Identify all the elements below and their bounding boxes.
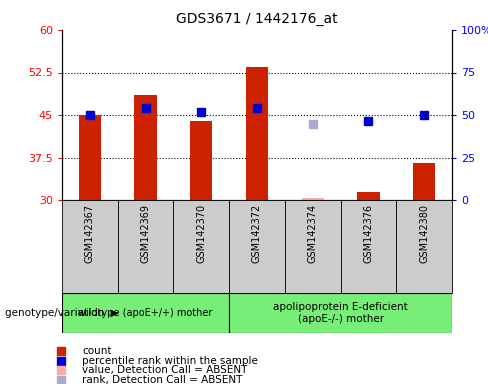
Bar: [396, 200, 452, 293]
Text: percentile rank within the sample: percentile rank within the sample: [82, 356, 258, 366]
Bar: [190, 121, 212, 200]
Text: genotype/variation  ▶: genotype/variation ▶: [5, 308, 119, 318]
Text: wildtype (apoE+/+) mother: wildtype (apoE+/+) mother: [79, 308, 213, 318]
Text: GSM142372: GSM142372: [252, 204, 262, 263]
Text: value, Detection Call = ABSENT: value, Detection Call = ABSENT: [82, 365, 248, 375]
Bar: [62, 200, 118, 293]
Bar: [285, 200, 341, 293]
Text: GSM142370: GSM142370: [196, 204, 206, 263]
Bar: [62, 293, 229, 333]
Text: GSM142376: GSM142376: [364, 204, 373, 263]
Bar: [118, 200, 173, 293]
Bar: [229, 293, 452, 333]
Bar: [302, 198, 324, 200]
Text: GSM142369: GSM142369: [141, 204, 151, 263]
Text: apolipoprotein E-deficient
(apoE-/-) mother: apolipoprotein E-deficient (apoE-/-) mot…: [273, 302, 408, 324]
Text: rank, Detection Call = ABSENT: rank, Detection Call = ABSENT: [82, 375, 243, 384]
Text: count: count: [82, 346, 112, 356]
Bar: [173, 200, 229, 293]
Text: GSM142367: GSM142367: [85, 204, 95, 263]
Bar: [341, 200, 396, 293]
Bar: [79, 115, 101, 200]
Bar: [357, 192, 380, 200]
Text: GSM142380: GSM142380: [419, 204, 429, 263]
Text: GSM142374: GSM142374: [308, 204, 318, 263]
Bar: [246, 67, 268, 200]
Title: GDS3671 / 1442176_at: GDS3671 / 1442176_at: [176, 12, 338, 26]
Bar: [229, 200, 285, 293]
Bar: [134, 95, 157, 200]
Bar: [413, 163, 435, 200]
